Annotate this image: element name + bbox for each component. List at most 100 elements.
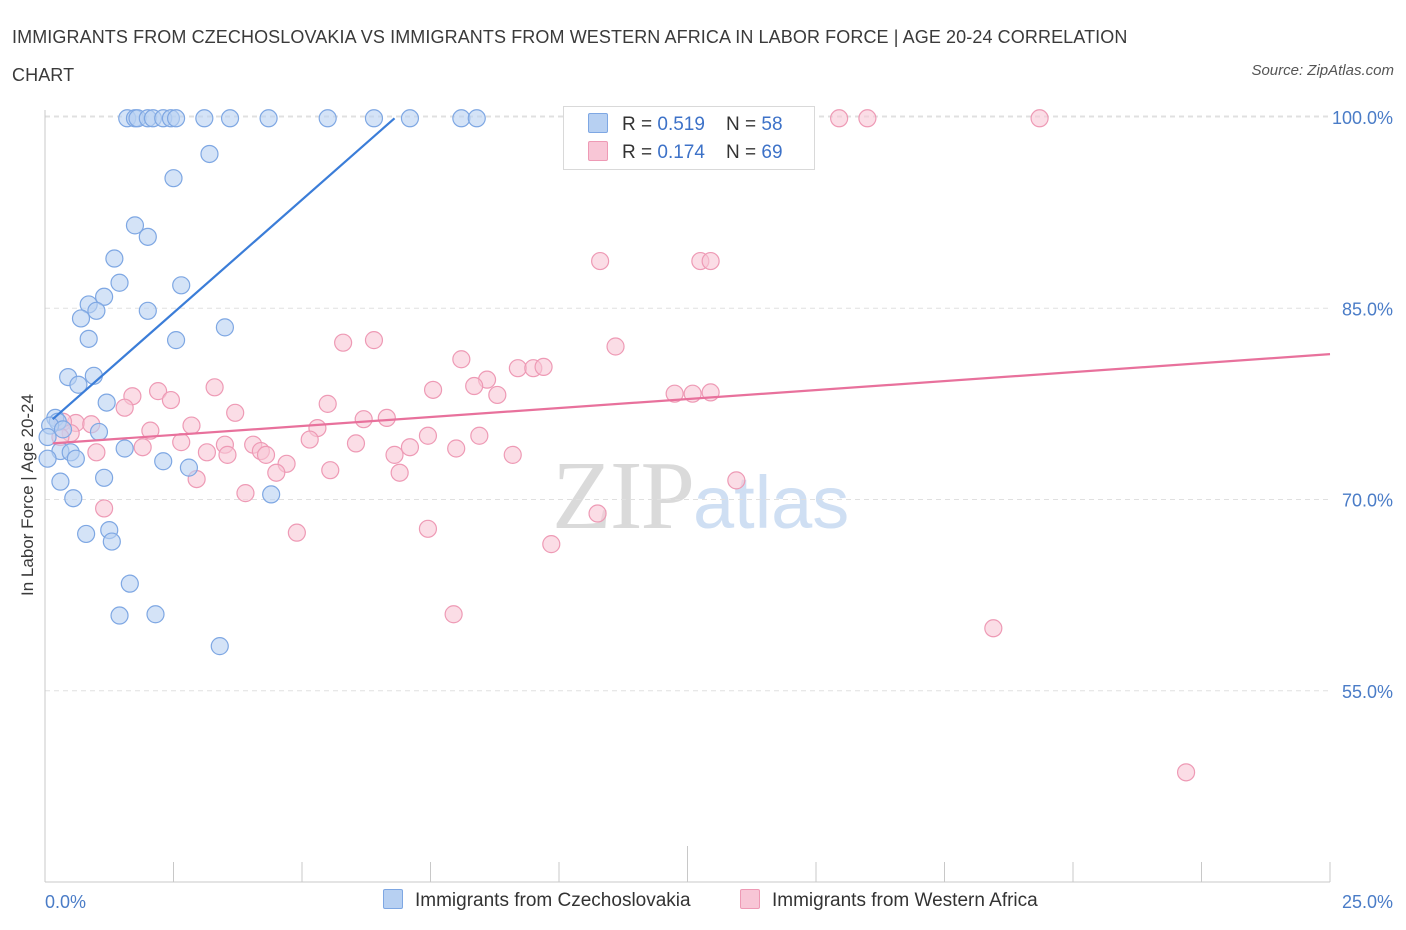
czech-swatch [588, 113, 608, 133]
czech-n-value: 58 [761, 114, 783, 135]
czech-point [89, 422, 109, 442]
wafrica-point [226, 403, 245, 422]
wafrica-point [346, 434, 366, 453]
wafrica-point [161, 390, 181, 410]
wafrica-point [444, 605, 463, 624]
wafrica-point [606, 337, 625, 356]
wafrica-point [300, 430, 319, 449]
czech-point [138, 301, 157, 320]
wafrica-point [141, 421, 160, 440]
wafrica-point [470, 426, 489, 445]
wafrica-point [318, 394, 337, 413]
wafrica-point [133, 438, 152, 457]
wafrica-point [1176, 763, 1196, 782]
czech-point [69, 375, 88, 394]
czech-point [259, 109, 278, 128]
wafrica-point [534, 357, 553, 376]
czech-point [120, 574, 139, 593]
wafrica-point [172, 433, 191, 452]
czech-point [364, 109, 384, 128]
czech-trend-line [51, 117, 396, 421]
wafrica-point [508, 359, 527, 378]
wafrica-point [334, 333, 353, 352]
czech-point [172, 276, 191, 295]
wafrica-point [197, 443, 217, 462]
wafrica-point [354, 410, 373, 429]
czech-point [138, 227, 157, 246]
wafrica-point [423, 380, 443, 399]
wafrica-point [256, 445, 276, 464]
wafrica-point [447, 439, 466, 458]
legend-czech-label: Immigrants from Czechoslovakia [415, 890, 691, 911]
czech-point [105, 249, 124, 268]
czech-point [220, 109, 240, 128]
x-tick-label: 25.0% [1342, 892, 1393, 912]
y-tick-label: 85.0% [1342, 299, 1393, 319]
grid-lines [45, 115, 1330, 692]
legend-item-czechoslovakia: Immigrants from Czechoslovakia [383, 889, 691, 915]
czech-point [71, 309, 91, 328]
chart-title: IMMIGRANTS FROM CZECHOSLOVAKIA VS IMMIGR… [12, 27, 1128, 85]
czech-point [115, 439, 134, 458]
czech-point [102, 532, 121, 551]
wafrica-swatch [588, 141, 608, 161]
wafrica-point [115, 398, 134, 417]
y-tick-label: 55.0% [1342, 682, 1393, 702]
wafrica-trend-line [52, 353, 1331, 445]
wafrica-point [488, 385, 507, 405]
y-tick-label: 100.0% [1332, 108, 1393, 128]
czech-point [154, 452, 173, 471]
czech-r-value: 0.519 [657, 114, 705, 135]
axes [44, 110, 1331, 883]
czech-point [38, 449, 57, 468]
czech-point [64, 489, 83, 508]
czech-point [318, 109, 337, 128]
wafrica-point [665, 384, 684, 403]
czech-point [166, 331, 186, 350]
czech-point [195, 109, 214, 128]
wafrica-point [418, 426, 438, 445]
czech-point [110, 606, 129, 625]
wafrica-point [218, 445, 237, 464]
wafrica-n-value: 69 [761, 142, 783, 163]
wafrica-point [452, 350, 471, 369]
czech-point [262, 485, 281, 504]
wafrica-point [95, 499, 114, 518]
legend-row-western-africa: R = 0.174 N = 69 [588, 141, 783, 165]
czech-point [164, 169, 183, 188]
wafrica-point [182, 416, 201, 435]
wafrica-point [287, 523, 306, 542]
wafrica-point [236, 484, 255, 503]
czech-point [95, 287, 114, 306]
legend-row-czechoslovakia: R = 0.519 N = 58 [588, 113, 783, 137]
wafrica-point [984, 619, 1003, 638]
wafrica-point [727, 471, 746, 490]
watermark: ZIPatlas [552, 440, 849, 552]
x-tick-label: 0.0% [45, 892, 86, 912]
wafrica-point [267, 463, 286, 482]
wafrica-point [701, 251, 720, 271]
czech-point [200, 144, 219, 164]
wafrica-point [205, 378, 224, 397]
wafrica-r-value: 0.174 [657, 142, 705, 163]
wafrica-point [87, 443, 106, 462]
wafrica-point [591, 251, 610, 271]
legend-wafrica-label: Immigrants from Western Africa [772, 890, 1038, 911]
wafrica-point [503, 445, 522, 464]
czech-point [53, 420, 73, 439]
czech-point [95, 468, 114, 487]
legend-czech-swatch [383, 889, 403, 909]
data-points [38, 109, 1196, 782]
wafrica-point [465, 376, 484, 396]
wafrica-point [1030, 109, 1049, 128]
tick-labels: 55.0% 70.0% 85.0% 100.0% 0.0% 25.0% [45, 108, 1393, 912]
czech-point [179, 458, 199, 477]
legend-wafrica-swatch [740, 889, 760, 909]
czech-point [110, 273, 129, 292]
wafrica-point [588, 504, 607, 523]
legend-item-western-africa: Immigrants from Western Africa [740, 889, 1038, 915]
wafrica-point [390, 463, 409, 482]
wafrica-point [364, 331, 384, 350]
czech-point [467, 109, 486, 128]
czech-point [146, 605, 165, 624]
